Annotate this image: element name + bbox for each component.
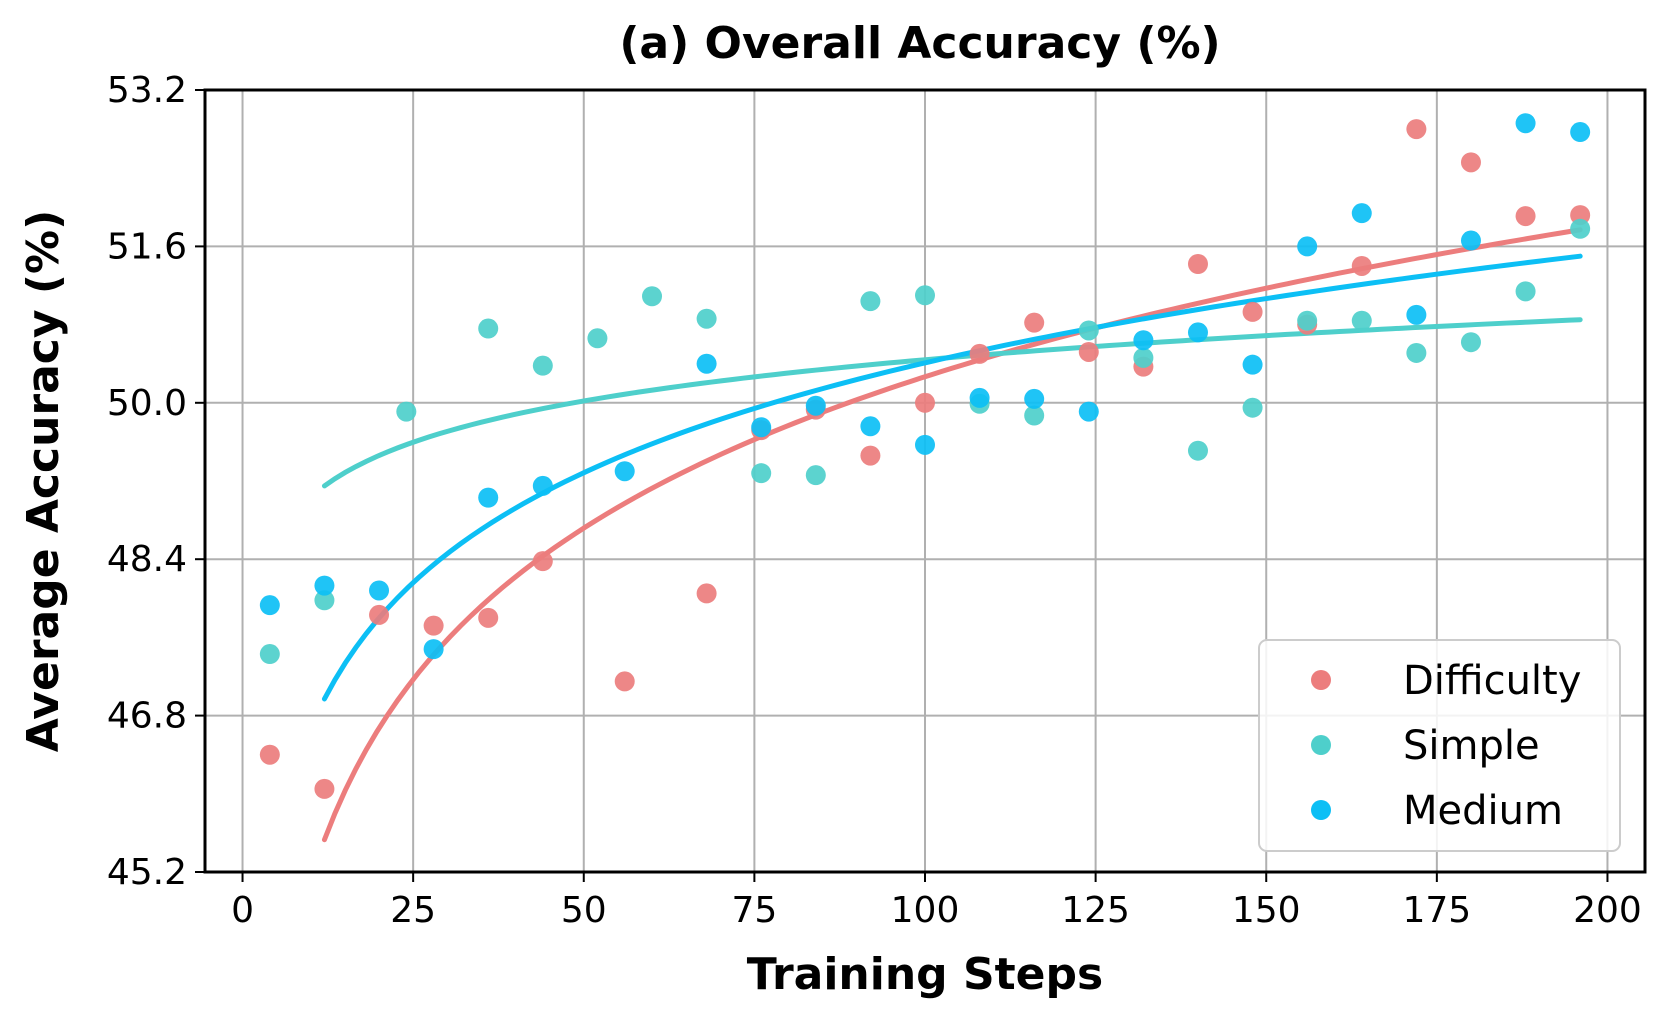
legend-marker-simple <box>1311 735 1331 755</box>
point-medium <box>751 417 772 438</box>
point-simple <box>1242 397 1263 418</box>
x-axis-ticks: 0 25 50 75 100 125 150 175 200 <box>231 872 1642 931</box>
point-medium <box>1297 236 1318 257</box>
point-difficulty <box>614 671 635 692</box>
point-medium <box>1351 203 1372 224</box>
x-tick-label: 150 <box>1232 890 1301 931</box>
point-simple <box>915 285 935 306</box>
x-tick-label: 75 <box>731 890 777 931</box>
data-points <box>259 113 1591 799</box>
point-simple <box>1133 347 1154 368</box>
x-tick-label: 100 <box>891 890 960 931</box>
point-difficulty <box>1351 255 1372 276</box>
point-medium <box>1187 322 1208 343</box>
point-medium <box>423 639 444 660</box>
point-difficulty <box>1460 152 1481 173</box>
point-simple <box>696 308 717 329</box>
x-tick-label: 0 <box>231 890 254 931</box>
point-medium <box>478 487 499 508</box>
point-difficulty <box>532 551 553 572</box>
y-tick-label: 51.6 <box>107 226 187 267</box>
point-medium <box>369 580 390 601</box>
x-axis-label: Training Steps <box>747 949 1103 1000</box>
y-tick-label: 46.8 <box>107 696 187 737</box>
y-tick-label: 50.0 <box>107 383 187 424</box>
legend-label-medium: Medium <box>1403 788 1563 834</box>
point-simple <box>1297 310 1318 331</box>
point-simple <box>314 590 335 611</box>
legend-label-difficulty: Difficulty <box>1403 658 1581 704</box>
point-medium <box>1460 230 1481 251</box>
x-tick-label: 125 <box>1061 890 1130 931</box>
point-simple <box>1187 440 1208 461</box>
point-medium <box>805 395 826 416</box>
y-axis-ticks: 45.2 46.8 48.4 50.0 51.6 53.2 <box>107 70 205 893</box>
point-medium <box>1242 354 1263 375</box>
point-simple <box>587 328 608 349</box>
y-tick-label: 45.2 <box>107 852 187 893</box>
point-difficulty <box>860 445 881 466</box>
point-simple <box>1460 332 1481 353</box>
x-tick-label: 25 <box>390 890 436 931</box>
point-medium <box>1515 113 1536 134</box>
point-medium <box>1133 330 1154 351</box>
point-medium <box>696 353 717 374</box>
point-difficulty <box>478 607 499 628</box>
point-medium <box>1406 304 1427 325</box>
x-tick-label: 200 <box>1573 890 1642 931</box>
point-difficulty <box>259 744 280 765</box>
trend-line-medium <box>321 253 1583 702</box>
point-medium <box>259 595 280 616</box>
point-simple <box>1515 281 1536 302</box>
point-difficulty <box>423 615 444 636</box>
point-simple <box>478 318 499 339</box>
point-medium <box>1024 388 1045 409</box>
point-difficulty <box>969 343 990 364</box>
x-tick-label: 175 <box>1402 890 1471 931</box>
point-simple <box>642 286 663 307</box>
point-simple <box>1406 342 1427 363</box>
legend-marker-medium <box>1311 800 1331 820</box>
legend-marker-difficulty <box>1311 670 1331 690</box>
point-difficulty <box>1024 312 1045 333</box>
point-medium <box>314 575 335 596</box>
point-difficulty <box>1570 205 1591 226</box>
point-simple <box>1024 405 1045 426</box>
legend: Difficulty Simple Medium <box>1258 639 1621 852</box>
point-simple <box>1078 320 1099 341</box>
point-medium <box>969 387 990 408</box>
y-tick-label: 48.4 <box>107 539 187 580</box>
point-difficulty <box>1078 341 1099 362</box>
point-difficulty <box>1187 253 1208 274</box>
point-difficulty <box>314 778 335 799</box>
point-simple <box>751 463 772 484</box>
point-simple <box>1570 218 1591 239</box>
point-simple <box>259 644 280 665</box>
point-simple <box>396 401 417 422</box>
point-difficulty <box>1515 206 1536 227</box>
point-difficulty <box>1406 119 1427 140</box>
point-medium <box>860 416 881 437</box>
y-axis-label: Average Accuracy (%) <box>18 210 69 752</box>
legend-box <box>1258 639 1621 852</box>
point-simple <box>532 355 553 376</box>
point-difficulty <box>1242 301 1263 322</box>
point-difficulty <box>696 583 717 604</box>
point-simple <box>1351 310 1372 331</box>
y-tick-label: 53.2 <box>107 70 187 111</box>
point-medium <box>1570 122 1591 143</box>
point-difficulty <box>369 604 390 625</box>
legend-label-simple: Simple <box>1403 723 1540 769</box>
chart-title: (a) Overall Accuracy (%) <box>619 18 1220 69</box>
point-simple <box>860 291 881 312</box>
point-simple <box>805 465 826 486</box>
point-medium <box>915 434 935 455</box>
point-medium <box>614 461 635 482</box>
point-medium <box>1078 401 1099 422</box>
x-tick-label: 50 <box>561 890 607 931</box>
point-medium <box>532 475 553 496</box>
point-difficulty <box>915 392 935 413</box>
